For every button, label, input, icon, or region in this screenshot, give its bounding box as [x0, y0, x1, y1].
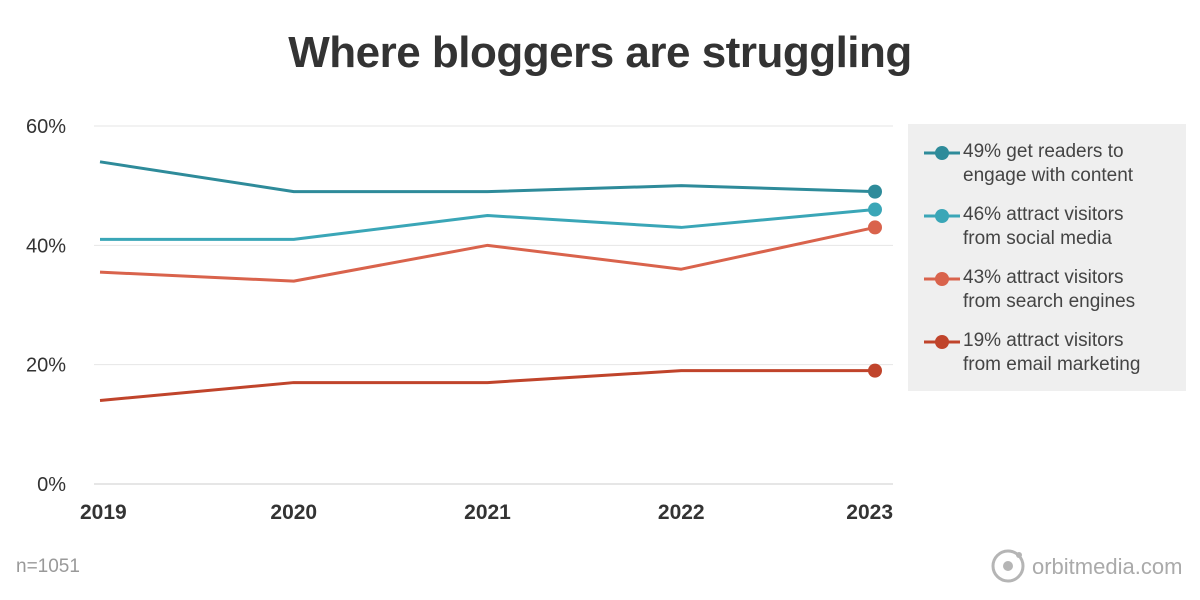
legend-marker-engage — [924, 146, 960, 160]
series-endpoint-2 — [868, 220, 882, 235]
series-endpoint-0 — [868, 184, 882, 199]
x-tick-label-2: 2021 — [464, 501, 511, 524]
series-endpoint-1 — [868, 202, 882, 217]
y-tick-label-1: 20% — [26, 355, 66, 377]
x-tick-label-1: 2020 — [270, 501, 317, 524]
brand-name: orbitmedia.com — [1032, 554, 1183, 579]
x-tick-label-4: 2023 — [846, 501, 893, 524]
y-tick-label-2: 40% — [26, 235, 66, 257]
legend-item-search: 43% attract visitors from search engines — [924, 266, 1174, 316]
series-line-2 — [99, 225, 876, 283]
series-line-3 — [99, 369, 875, 402]
sample-size-footnote: n=1051 — [16, 556, 80, 577]
y-tick-label-3: 60% — [26, 116, 66, 138]
legend-marker-email — [924, 335, 960, 349]
orbit-logo-icon — [991, 549, 1025, 583]
legend-marker-search — [924, 272, 960, 286]
legend-item-engage: 49% get readers to engage with content — [924, 140, 1174, 190]
series-line-1 — [100, 208, 876, 241]
y-tick-label-0: 0% — [37, 474, 66, 496]
x-tick-label-0: 2019 — [80, 501, 127, 524]
series-line-0 — [99, 160, 876, 194]
series-endpoint-3 — [868, 363, 882, 378]
legend-label-email: 19% attract visitors from email marketing — [963, 330, 1141, 375]
legend-label-social: 46% attract visitors from social media — [963, 204, 1124, 249]
legend-item-email: 19% attract visitors from email marketing — [924, 329, 1174, 379]
x-tick-label-3: 2022 — [658, 501, 705, 524]
legend-item-social: 46% attract visitors from social media — [924, 203, 1174, 253]
chart-title: Where bloggers are struggling — [288, 28, 912, 77]
legend-label-search: 43% attract visitors from search engines — [963, 267, 1136, 312]
brand-logo[interactable]: orbitmedia.com — [990, 548, 1190, 584]
legend: 49% get readers to engage with content 46… — [908, 124, 1186, 391]
legend-marker-social — [924, 209, 960, 223]
legend-label-engage: 49% get readers to engage with content — [963, 141, 1134, 186]
